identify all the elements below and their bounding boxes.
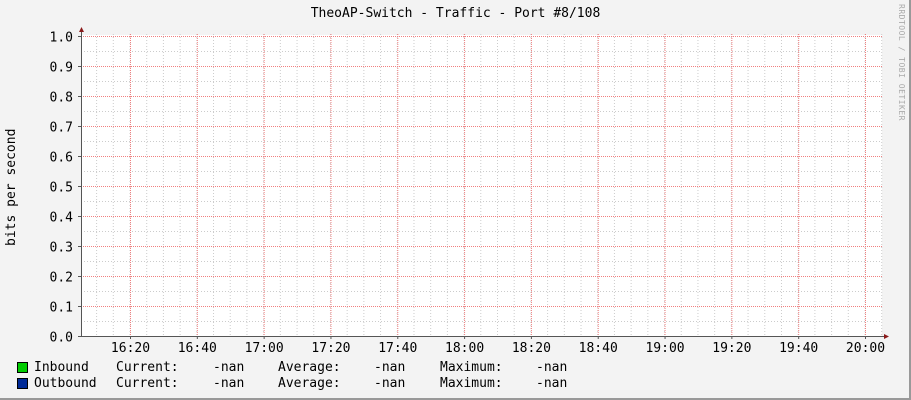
y-tick-label: 1.0 <box>50 31 73 46</box>
y-tick-label: 0.8 <box>50 91 73 106</box>
x-tick-label: 19:00 <box>645 341 684 356</box>
chart-title: TheoAP-Switch - Traffic - Port #8/108 <box>310 6 601 21</box>
y-tick-label: 0.9 <box>50 61 73 76</box>
x-tick-label: 18:40 <box>579 341 618 356</box>
x-tick-label: 17:40 <box>378 341 417 356</box>
current-label: Current: <box>116 360 179 375</box>
x-tick-label: 19:40 <box>779 341 818 356</box>
x-tick-label: 16:20 <box>111 341 150 356</box>
x-tick-label: 16:40 <box>178 341 217 356</box>
y-tick-label: 0.0 <box>50 331 73 346</box>
x-tick-label: 17:20 <box>311 341 350 356</box>
average-value: -nan <box>374 376 406 391</box>
current-label: Current: <box>116 376 179 391</box>
current-value: -nan <box>213 376 245 391</box>
x-tick-label: 18:20 <box>512 341 551 356</box>
current-value: -nan <box>213 360 245 375</box>
watermark: RRDTOOL / TOBI OETIKER <box>897 4 906 121</box>
legend-name: Outbound <box>34 376 97 391</box>
maximum-value: -nan <box>536 376 568 391</box>
average-label: Average: <box>278 376 341 391</box>
maximum-value: -nan <box>536 360 568 375</box>
y-tick-label: 0.7 <box>50 121 73 136</box>
average-value: -nan <box>374 360 406 375</box>
outbound-swatch <box>17 378 28 389</box>
y-tick-label: 0.4 <box>50 211 74 226</box>
plot-background <box>81 35 882 336</box>
x-tick-label: 19:20 <box>712 341 751 356</box>
maximum-label: Maximum: <box>440 376 503 391</box>
y-tick-label: 0.1 <box>50 301 73 316</box>
average-label: Average: <box>278 360 341 375</box>
y-tick-label: 0.6 <box>50 151 73 166</box>
inbound-swatch <box>17 362 28 373</box>
x-tick-label: 18:00 <box>445 341 484 356</box>
x-tick-label: 20:00 <box>846 341 885 356</box>
maximum-label: Maximum: <box>440 360 503 375</box>
x-tick-label: 17:00 <box>245 341 284 356</box>
legend-name: Inbound <box>34 360 89 375</box>
y-tick-label: 0.3 <box>50 241 73 256</box>
y-axis-arrow <box>79 27 84 32</box>
x-axis-arrow <box>884 334 889 339</box>
y-tick-label: 0.5 <box>50 181 73 196</box>
y-tick-label: 0.2 <box>50 271 73 286</box>
